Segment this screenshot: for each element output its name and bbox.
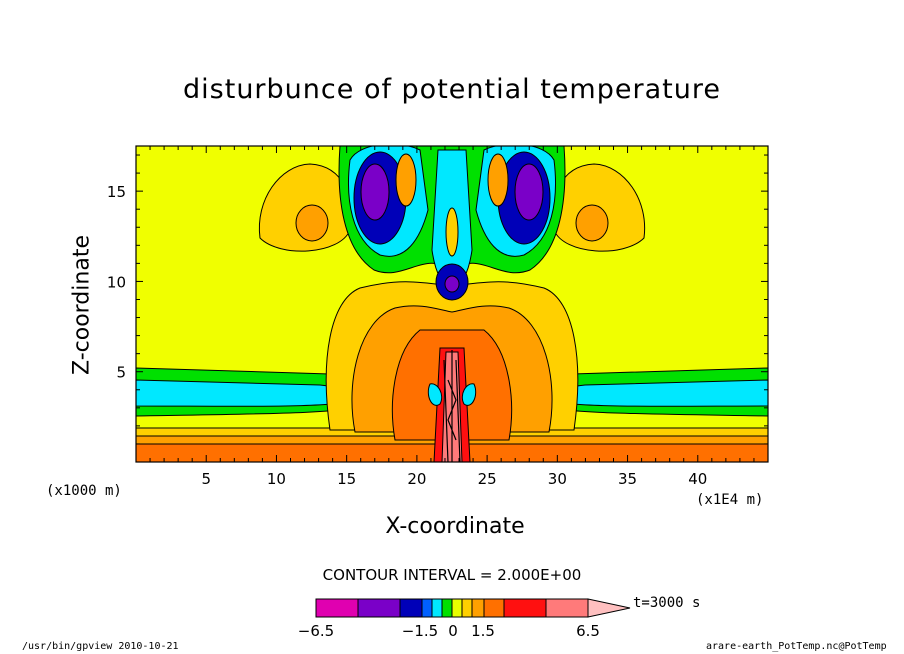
colorbar [315, 598, 631, 618]
colorbar-segment [503, 598, 547, 618]
x-tick-label: 10 [267, 470, 286, 488]
colorbar-label: 6.5 [576, 622, 600, 640]
x-tick-label: 20 [407, 470, 426, 488]
chart-title: disturbunce of potential temperature [183, 74, 721, 105]
colorbar-label: −1.5 [402, 622, 438, 640]
colorbar-labels: −6.5 −1.5 0 1.5 6.5 [298, 622, 600, 640]
x-units-right: (x1E4 m) [696, 492, 764, 508]
colorbar-segment [483, 598, 505, 618]
plot-frame [135, 145, 769, 463]
colorbar-segment [545, 598, 589, 618]
y-tick-label: 15 [107, 183, 126, 201]
colorbar-segment [357, 598, 401, 618]
x-units-left: (x1000 m) [46, 483, 122, 499]
x-axis-label: X-coordinate [385, 514, 525, 539]
time-label: t=3000 s [633, 595, 701, 611]
colorbar-segment [431, 598, 443, 618]
y-tick-label: 10 [107, 273, 126, 291]
colorbar-segment [461, 598, 473, 618]
colorbar-segment [315, 598, 359, 618]
axis-ticks [136, 146, 768, 462]
footer-right: arare-earth_PotTemp.nc@PotTemp [706, 641, 887, 652]
colorbar-label: 0 [448, 622, 458, 640]
y-axis-label: Z-coordinate [69, 235, 95, 375]
colorbar-segment [421, 598, 433, 618]
plot-area [136, 146, 768, 462]
colorbar-segment [451, 598, 463, 618]
axis-tick-labels: 5 10 15 20 25 30 35 40 5 10 15 [107, 183, 707, 488]
x-tick-label: 40 [688, 470, 707, 488]
colorbar-segment [399, 598, 423, 618]
footer-left: /usr/bin/gpview 2010-10-21 [22, 641, 179, 652]
y-tick-label: 5 [116, 364, 126, 382]
colorbar-segment [471, 598, 485, 618]
colorbar-label: −6.5 [298, 622, 334, 640]
x-tick-label: 5 [201, 470, 211, 488]
contour-interval: CONTOUR INTERVAL = 2.000E+00 [322, 566, 582, 584]
colorbar-extension [587, 598, 631, 618]
colorbar-segment [441, 598, 453, 618]
x-tick-label: 30 [548, 470, 567, 488]
x-tick-label: 35 [618, 470, 637, 488]
colorbar-label: 1.5 [471, 622, 495, 640]
x-tick-label: 25 [478, 470, 497, 488]
x-tick-label: 15 [337, 470, 356, 488]
